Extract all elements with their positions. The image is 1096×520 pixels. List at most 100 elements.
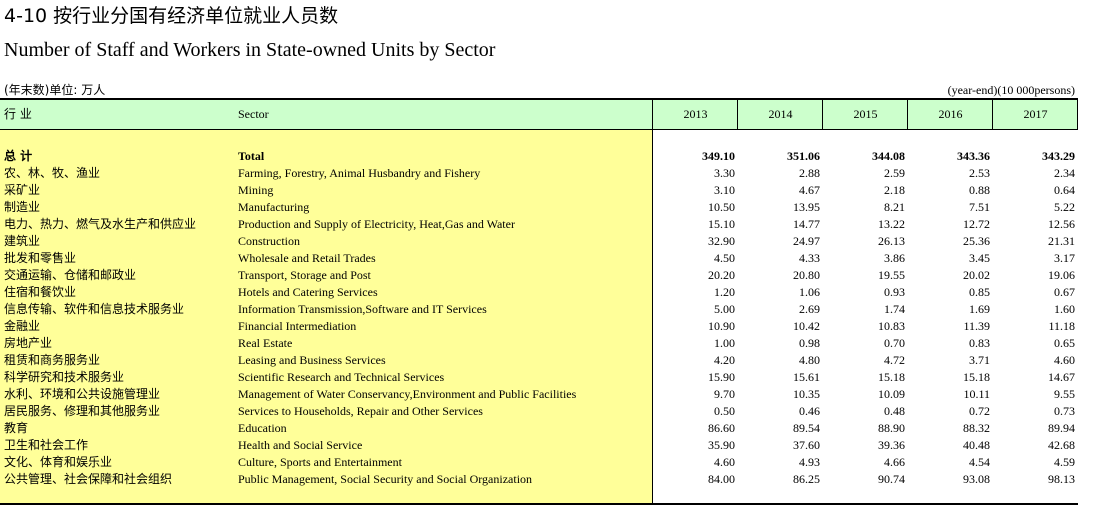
value-cell-2013: 35.90 [708, 438, 735, 452]
value-cell-2014: 4.67 [799, 183, 820, 197]
value-cell-2013: 4.50 [714, 251, 735, 265]
sector-name-english: Wholesale and Retail Trades [238, 251, 376, 265]
value-cell-2014: 2.88 [799, 166, 820, 180]
sector-name-chinese: 卫生和社会工作 [4, 438, 89, 452]
value-cell-2015: 0.93 [884, 285, 905, 299]
sector-name-chinese: 农、林、牧、渔业 [4, 166, 101, 180]
table-row: 电力、热力、燃气及水生产和供应业 Production and Supply of… [0, 216, 1078, 233]
sector-employment-table: 行 业 Sector 2013 2014 2015 2016 2017 总 计 T… [0, 98, 1078, 505]
table-row: 租赁和商务服务业 Leasing and Business Services 4.2… [0, 352, 1078, 369]
value-cell-2015: 26.13 [878, 234, 905, 248]
value-cell-2013: 20.20 [708, 268, 735, 282]
sector-name-english: Culture, Sports and Entertainment [238, 455, 402, 469]
value-cell-2013: 10.50 [708, 200, 735, 214]
table-row-total: 总 计 Total 349.10 351.06 344.08 343.36 343.29 [0, 148, 1078, 165]
table-row: 房地产业 Real Estate 1.00 0.98 0.70 0.83 0.65 [0, 335, 1078, 352]
header-year-2016: 2016 [938, 107, 963, 121]
value-cell-2017: 343.29 [1042, 149, 1075, 163]
table-row: 信息传输、软件和信息技术服务业 Information Transmission,… [0, 301, 1078, 318]
header-divider [992, 100, 993, 129]
table-row: 科学研究和技术服务业 Scientific Research and Techni… [0, 369, 1078, 386]
sector-name-chinese: 公共管理、社会保障和社会组织 [4, 472, 173, 486]
value-cell-2013: 4.60 [714, 455, 735, 469]
value-cell-2017: 19.06 [1048, 268, 1075, 282]
value-cell-2017: 1.60 [1054, 302, 1075, 316]
table-row: 公共管理、社会保障和社会组织 Public Management, Social … [0, 471, 1078, 488]
value-cell-2017: 0.73 [1054, 404, 1075, 418]
value-cell-2013: 349.10 [702, 149, 735, 163]
value-cell-2015: 2.18 [884, 183, 905, 197]
value-cell-2017: 12.56 [1048, 217, 1075, 231]
value-cell-2016: 3.45 [969, 251, 990, 265]
sector-name-chinese: 采矿业 [4, 183, 41, 197]
table-row: 批发和零售业 Wholesale and Retail Trades 4.50 4.3… [0, 250, 1078, 267]
table-row: 住宿和餐饮业 Hotels and Catering Services 1.20 1.… [0, 284, 1078, 301]
value-cell-2015: 4.72 [884, 353, 905, 367]
value-cell-2013: 9.70 [714, 387, 735, 401]
value-cell-2013: 32.90 [708, 234, 735, 248]
label-value-divider [652, 100, 653, 503]
value-cell-2015: 13.22 [878, 217, 905, 231]
value-cell-2013: 5.00 [714, 302, 735, 316]
table-header-row [0, 100, 1078, 130]
sector-name-english: Real Estate [238, 336, 293, 350]
value-cell-2014: 13.95 [793, 200, 820, 214]
value-cell-2016: 93.08 [963, 472, 990, 486]
value-cell-2017: 21.31 [1048, 234, 1075, 248]
value-cell-2016: 2.53 [969, 166, 990, 180]
value-cell-2017: 0.67 [1054, 285, 1075, 299]
sector-name-chinese: 文化、体育和娱乐业 [4, 455, 113, 469]
sector-name-chinese: 教育 [4, 421, 29, 435]
sector-name-english: Public Management, Social Security and S… [238, 472, 533, 486]
table-body: 总 计 Total 349.10 351.06 344.08 343.36 343.29 农、… [0, 148, 1078, 488]
sector-name-english: Information Transmission,Software and IT… [238, 302, 487, 316]
sector-name-chinese: 水利、环境和公共设施管理业 [4, 387, 161, 401]
sector-name-english: Total [238, 149, 265, 163]
sector-name-chinese: 住宿和餐饮业 [4, 285, 77, 299]
sector-name-chinese: 交通运输、仓储和邮政业 [4, 268, 137, 282]
sector-name-chinese: 居民服务、修理和其他服务业 [4, 404, 161, 418]
value-cell-2014: 24.97 [793, 234, 820, 248]
sector-name-chinese: 建筑业 [4, 234, 41, 248]
header-year-2015: 2015 [853, 107, 878, 121]
table-row: 教育 Education 86.60 89.54 88.90 88.32 89.94 [0, 420, 1078, 437]
value-cell-2017: 5.22 [1054, 200, 1075, 214]
value-cell-2017: 4.60 [1054, 353, 1075, 367]
value-cell-2017: 11.18 [1048, 319, 1075, 333]
table-row: 水利、环境和公共设施管理业 Management of Water Conserv… [0, 386, 1078, 403]
value-cell-2016: 0.88 [969, 183, 990, 197]
value-cell-2017: 89.94 [1048, 421, 1075, 435]
table-row: 采矿业 Mining 3.10 4.67 2.18 0.88 0.64 [0, 182, 1078, 199]
sector-name-english: Leasing and Business Services [238, 353, 386, 367]
value-cell-2014: 86.25 [793, 472, 820, 486]
table-label-area [0, 130, 652, 503]
value-cell-2016: 40.48 [963, 438, 990, 452]
value-cell-2014: 20.80 [793, 268, 820, 282]
value-cell-2013: 4.20 [714, 353, 735, 367]
value-cell-2017: 98.13 [1048, 472, 1075, 486]
value-cell-2015: 0.48 [884, 404, 905, 418]
value-cell-2015: 3.86 [884, 251, 905, 265]
value-cell-2016: 3.71 [969, 353, 990, 367]
table-row: 居民服务、修理和其他服务业 Services to Households, Rep… [0, 403, 1078, 420]
value-cell-2014: 10.42 [793, 319, 820, 333]
value-cell-2016: 7.51 [969, 200, 990, 214]
sector-name-english: Services to Households, Repair and Other… [238, 404, 483, 418]
value-cell-2014: 0.46 [799, 404, 820, 418]
value-cell-2015: 0.70 [884, 336, 905, 350]
table-row: 文化、体育和娱乐业 Culture, Sports and Entertainme… [0, 454, 1078, 471]
table-row: 卫生和社会工作 Health and Social Service 35.90 37.… [0, 437, 1078, 454]
value-cell-2017: 14.67 [1048, 370, 1075, 384]
value-cell-2013: 10.90 [708, 319, 735, 333]
value-cell-2015: 4.66 [884, 455, 905, 469]
table-top-rule [0, 98, 1078, 100]
unit-note-english: (year-end)(10 000persons) [947, 83, 1075, 97]
header-divider [1077, 100, 1078, 129]
value-cell-2015: 2.59 [884, 166, 905, 180]
value-cell-2017: 0.64 [1054, 183, 1075, 197]
header-divider [822, 100, 823, 129]
sector-name-english: Health and Social Service [238, 438, 363, 452]
value-cell-2017: 2.34 [1054, 166, 1075, 180]
value-cell-2015: 10.83 [878, 319, 905, 333]
sector-name-chinese: 制造业 [4, 200, 41, 214]
